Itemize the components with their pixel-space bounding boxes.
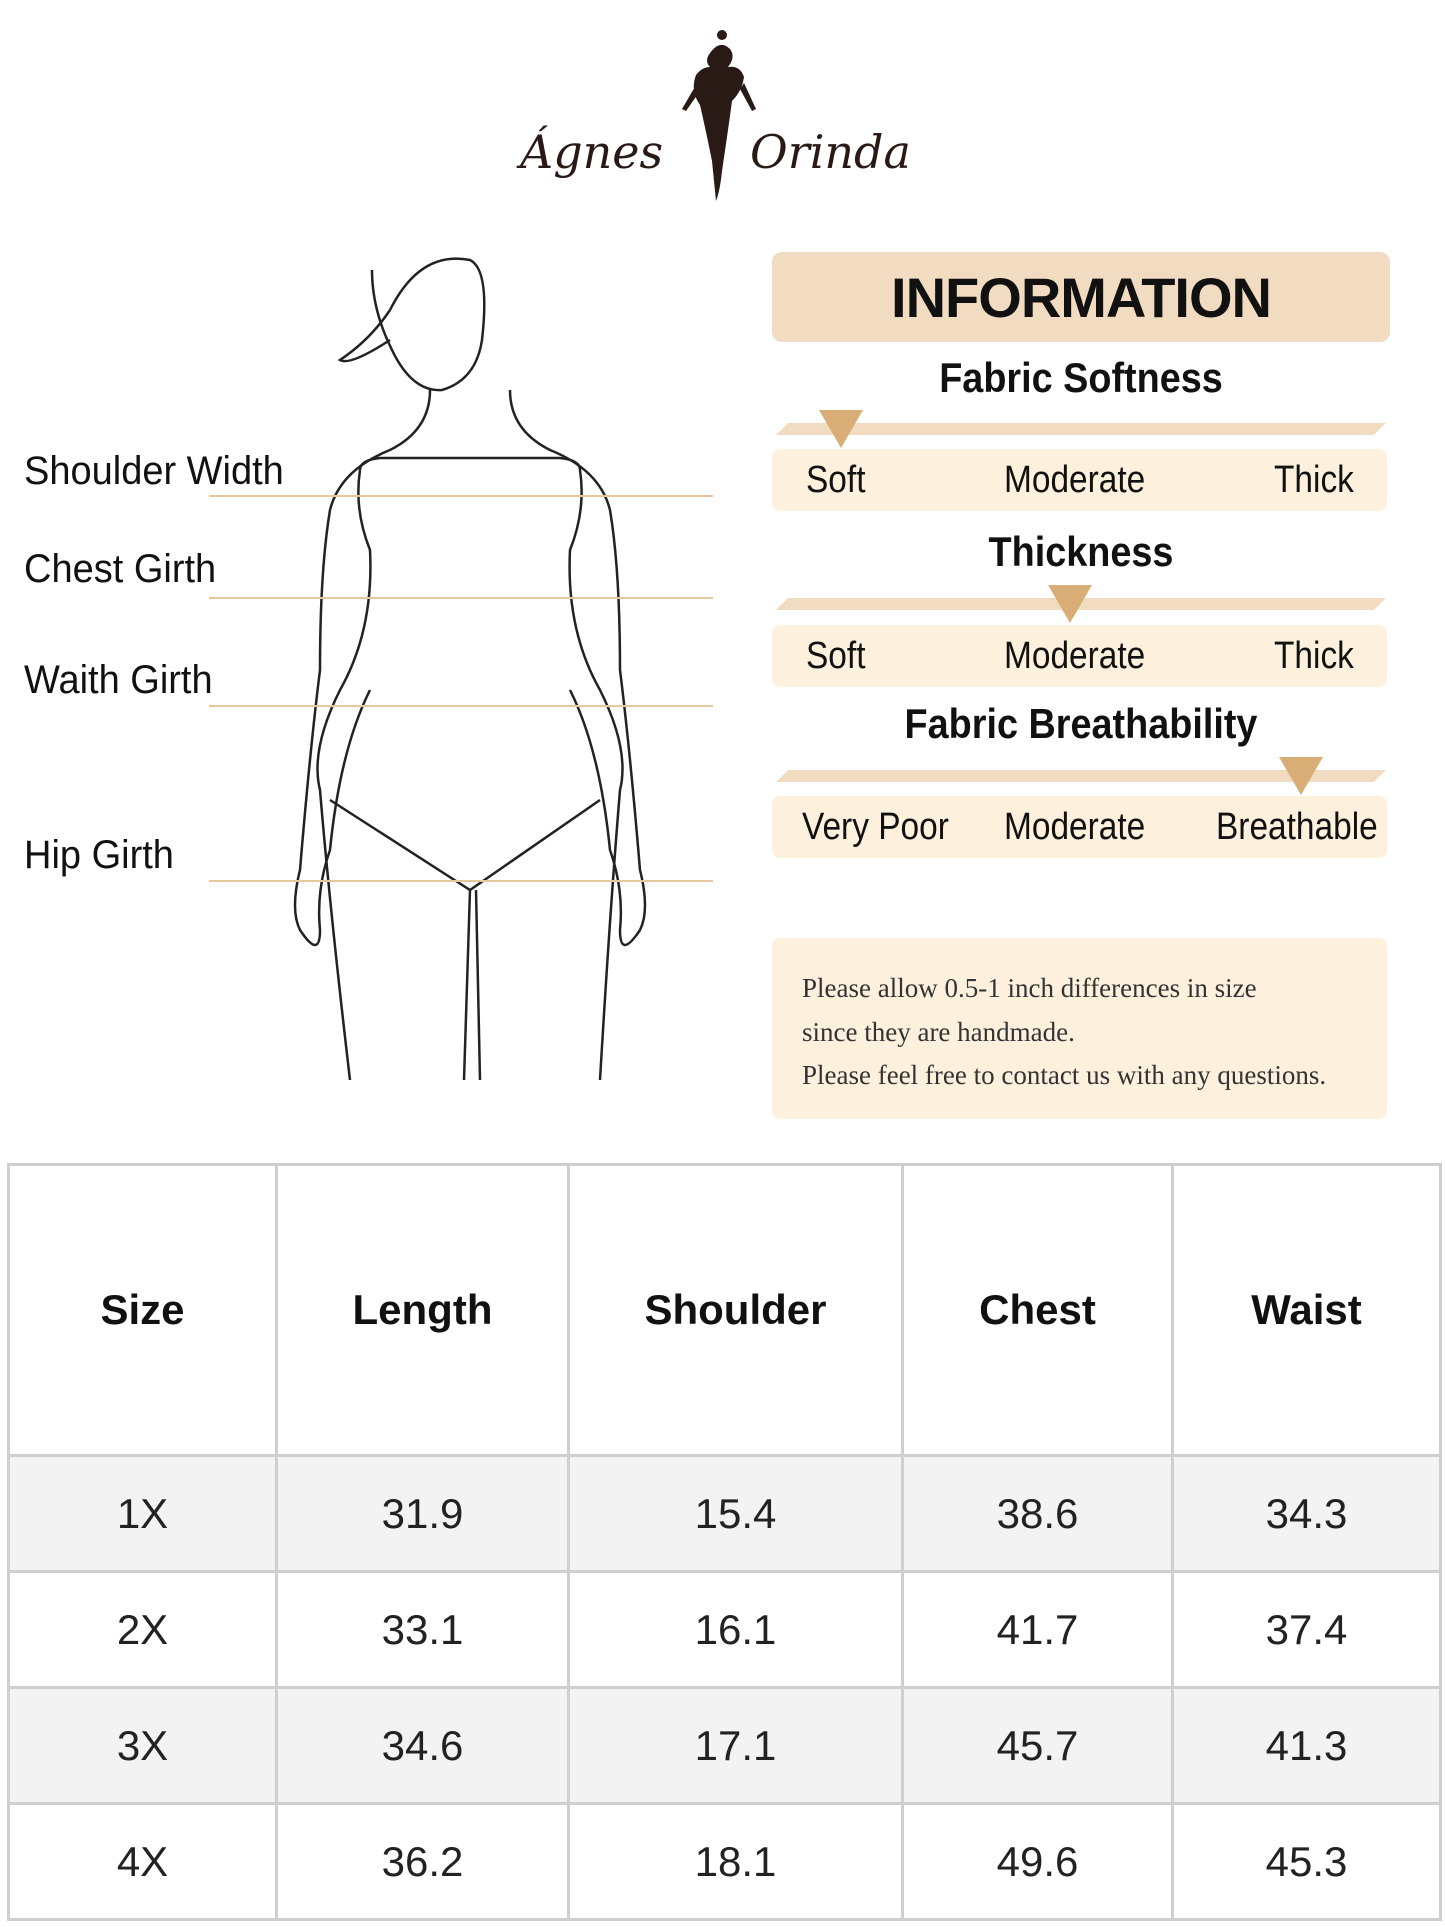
scale-label: Very Poor — [802, 806, 949, 848]
breathability-indicator-icon — [1279, 757, 1323, 795]
table-cell: 49.6 — [901, 1802, 1174, 1921]
note-line: since they are handmade. — [802, 1017, 1075, 1047]
thickness-indicator-icon — [1048, 585, 1092, 623]
header-size: Size — [7, 1163, 278, 1457]
fabric-softness-bar — [776, 423, 1386, 435]
size-table: Size Length Shoulder Chest Waist 1X 31.9… — [7, 1163, 1442, 1921]
hip-girth-label: Hip Girth — [24, 833, 174, 877]
table-cell: 17.1 — [567, 1686, 904, 1805]
scale-label: Moderate — [1004, 459, 1146, 501]
thickness-scale: Soft Moderate Thick — [772, 625, 1387, 687]
header-shoulder: Shoulder — [567, 1163, 904, 1457]
table-row: 4X 36.2 18.1 49.6 45.3 — [7, 1802, 1442, 1921]
header-chest: Chest — [901, 1163, 1174, 1457]
table-cell: 41.7 — [901, 1570, 1174, 1689]
brand-logo: Ágnes Orinda — [500, 25, 940, 215]
breathability-scale: Very Poor Moderate Breathable — [772, 796, 1387, 858]
header-length: Length — [275, 1163, 570, 1457]
table-cell: 45.7 — [901, 1686, 1174, 1805]
table-cell: 3X — [7, 1686, 278, 1805]
waist-girth-label: Waith Girth — [24, 658, 213, 702]
hip-girth-line — [209, 880, 713, 882]
scale-label: Moderate — [1004, 806, 1146, 848]
scale-label: Thick — [1274, 635, 1354, 677]
silhouette-logo-icon — [682, 30, 756, 201]
breathability-bar — [776, 770, 1386, 782]
waist-girth-line — [209, 705, 713, 707]
table-cell: 4X — [7, 1802, 278, 1921]
scale-label: Thick — [1274, 459, 1354, 501]
table-cell: 31.9 — [275, 1454, 570, 1573]
note-line: Please allow 0.5-1 inch differences in s… — [802, 973, 1257, 1003]
table-cell: 36.2 — [275, 1802, 570, 1921]
thickness-title: Thickness — [988, 528, 1174, 575]
table-cell: 18.1 — [567, 1802, 904, 1921]
scale-label: Soft — [806, 635, 866, 677]
table-cell: 1X — [7, 1454, 278, 1573]
shoulder-width-line — [209, 495, 713, 497]
chest-girth-line — [209, 597, 713, 599]
scale-label: Breathable — [1216, 806, 1378, 848]
chest-girth-label: Chest Girth — [24, 547, 217, 591]
table-cell: 16.1 — [567, 1570, 904, 1689]
table-row: 1X 31.9 15.4 38.6 34.3 — [7, 1454, 1442, 1573]
table-row: 2X 33.1 16.1 41.7 37.4 — [7, 1570, 1442, 1689]
logo-text-left: Ágnes — [520, 125, 664, 179]
fabric-breathability-title: Fabric Breathability — [904, 700, 1258, 747]
scale-label: Moderate — [1004, 635, 1146, 677]
table-cell: 37.4 — [1171, 1570, 1442, 1689]
fabric-softness-scale: Soft Moderate Thick — [772, 449, 1387, 511]
shoulder-width-label: Shoulder Width — [24, 449, 284, 493]
table-cell: 45.3 — [1171, 1802, 1442, 1921]
information-header: INFORMATION — [772, 252, 1390, 342]
table-cell: 34.6 — [275, 1686, 570, 1805]
table-row: 3X 34.6 17.1 45.7 41.3 — [7, 1686, 1442, 1805]
table-cell: 41.3 — [1171, 1686, 1442, 1805]
table-cell: 34.3 — [1171, 1454, 1442, 1573]
table-cell: 38.6 — [901, 1454, 1174, 1573]
handmade-note: Please allow 0.5-1 inch differences in s… — [772, 938, 1387, 1119]
table-cell: 15.4 — [567, 1454, 904, 1573]
table-cell: 33.1 — [275, 1570, 570, 1689]
softness-indicator-icon — [819, 410, 863, 448]
logo-text-right: Orinda — [750, 125, 911, 179]
table-header-row: Size Length Shoulder Chest Waist — [7, 1163, 1442, 1457]
header-waist: Waist — [1171, 1163, 1442, 1457]
fabric-softness-title: Fabric Softness — [939, 354, 1223, 401]
table-cell: 2X — [7, 1570, 278, 1689]
scale-label: Soft — [806, 459, 866, 501]
body-outline-illustration — [293, 257, 647, 1080]
note-line: Please feel free to contact us with any … — [802, 1060, 1327, 1090]
